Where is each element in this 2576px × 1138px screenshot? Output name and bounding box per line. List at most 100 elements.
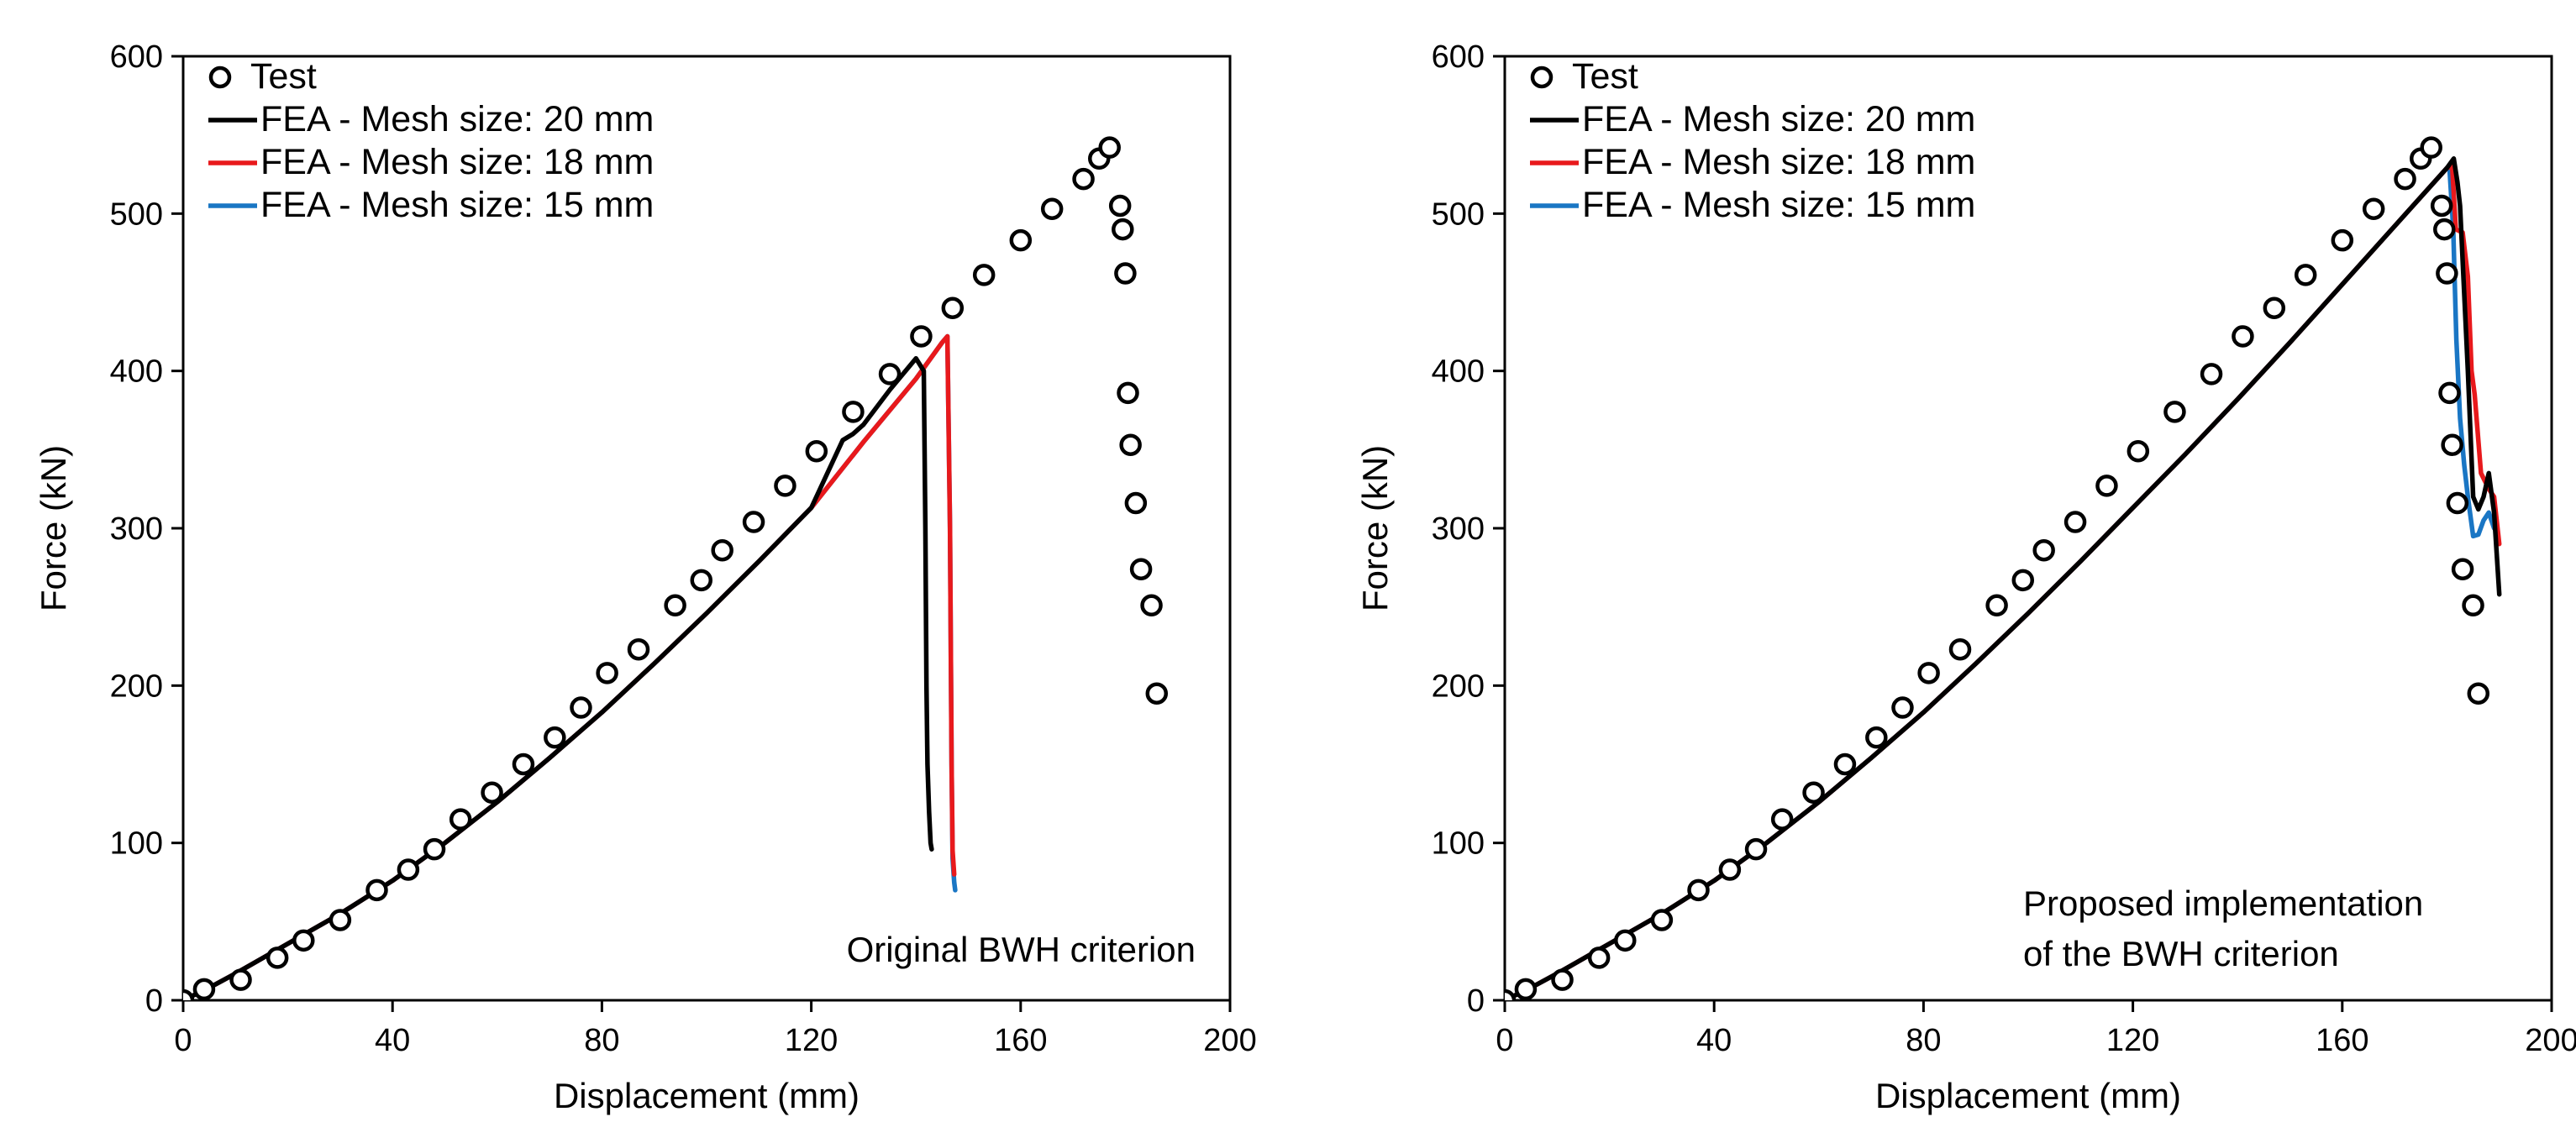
y-tick-label: 200	[1432, 669, 1485, 704]
test-point	[2263, 296, 2286, 319]
test-point	[2446, 491, 2469, 515]
y-tick-label: 400	[110, 354, 163, 390]
series-line-fea-mesh-size-15-mm	[1505, 165, 2497, 1000]
test-point	[481, 781, 503, 804]
test-point	[941, 296, 965, 319]
legend-label: FEA - Mesh size: 18 mm	[1582, 142, 1975, 182]
test-point	[1770, 808, 1794, 831]
y-tick-label: 600	[1432, 39, 1485, 75]
test-point	[2331, 228, 2354, 252]
test-point	[1505, 989, 1517, 1000]
test-point	[2063, 511, 2087, 533]
annotation-text: Original BWH criterion	[847, 930, 1196, 969]
test-point	[1587, 947, 1611, 969]
test-point	[2362, 197, 2385, 220]
test-point	[192, 978, 216, 1000]
x-axis-title: Displacement (mm)	[1875, 1076, 2181, 1115]
test-point	[365, 878, 388, 902]
series-line-fea-mesh-size-18-mm	[1505, 164, 2502, 1000]
test-point	[1687, 878, 1710, 902]
test-point	[711, 538, 733, 562]
test-point	[878, 363, 902, 385]
series-line-fea-mesh-size-18-mm	[183, 333, 957, 1000]
x-tick-label: 80	[1906, 1023, 1941, 1058]
test-point	[1119, 433, 1142, 456]
test-point	[2032, 538, 2055, 562]
test-point	[1802, 781, 1825, 804]
test-point	[265, 947, 289, 969]
x-tick-label: 40	[1696, 1023, 1732, 1058]
test-point	[1129, 558, 1153, 580]
test-point	[2127, 439, 2150, 463]
test-point	[1098, 136, 1121, 159]
test-point	[1650, 909, 1674, 931]
test-point	[2200, 363, 2223, 385]
chart-panel-1: 0 40 80 120 160 200 0 100 200 300 400 500 600 Displac…	[34, 39, 1257, 1115]
legend-marker-test	[1530, 66, 1553, 89]
test-point	[2232, 325, 2254, 348]
test-point	[449, 808, 472, 831]
plot-area	[1505, 136, 2502, 1000]
y-tick-label: 0	[145, 983, 163, 1019]
legend-label: FEA - Mesh size: 20 mm	[1582, 99, 1975, 139]
y-tick-label: 300	[1432, 511, 1485, 547]
test-point	[1117, 381, 1139, 405]
test-point	[2430, 194, 2453, 218]
x-tick-label: 120	[2106, 1023, 2159, 1058]
legend-label: FEA - Mesh size: 15 mm	[260, 185, 654, 225]
test-point	[1718, 858, 1742, 881]
test-point	[1514, 978, 1538, 1000]
test-point	[805, 439, 828, 463]
series-line-fea-mesh-size-20-mm	[1505, 156, 2502, 1000]
annotation-text: Proposed implementation	[2023, 884, 2423, 923]
test-point	[1865, 726, 1888, 749]
x-tick-label: 160	[2316, 1023, 2368, 1058]
test-point	[664, 594, 686, 617]
test-point	[596, 662, 618, 684]
test-point	[1551, 968, 1574, 991]
test-point	[1985, 594, 2008, 617]
test-point	[1614, 929, 1637, 952]
y-tick-label: 200	[110, 669, 163, 704]
plot-area	[183, 136, 1169, 1000]
test-point	[2462, 594, 2484, 617]
series-line-fea-mesh-size-15-mm	[183, 333, 958, 1000]
x-tick-label: 40	[375, 1023, 410, 1058]
test-point	[397, 858, 420, 881]
x-tick-label: 120	[785, 1023, 838, 1058]
test-point	[910, 325, 933, 348]
x-tick-label: 0	[1496, 1023, 1513, 1058]
test-point	[570, 696, 592, 719]
test-point	[1145, 682, 1169, 705]
test-point	[423, 837, 446, 861]
annotation-text: of the BWH criterion	[2023, 934, 2339, 973]
test-point	[2011, 569, 2035, 592]
test-point	[1114, 262, 1137, 285]
test-point	[2436, 262, 2458, 285]
test-point	[2394, 167, 2416, 191]
test-point	[1009, 228, 1033, 252]
test-point	[1833, 753, 1857, 776]
test-point	[1072, 167, 1095, 191]
test-point	[183, 989, 195, 1000]
x-tick-label: 200	[2525, 1023, 2576, 1058]
chart-panel-2: 0 40 80 120 160 200 0 100 200 300 400 500 600 Displac…	[1355, 39, 2576, 1115]
test-point	[512, 753, 535, 776]
x-tick-label: 200	[1203, 1023, 1256, 1058]
series-line-fea-mesh-size-20-mm	[183, 355, 934, 1000]
test-point	[1744, 837, 1768, 861]
test-point	[2294, 264, 2317, 286]
x-tick-label: 160	[994, 1023, 1047, 1058]
test-point	[544, 726, 566, 749]
y-tick-label: 600	[110, 39, 163, 75]
test-point	[972, 264, 996, 286]
y-tick-label: 500	[1432, 197, 1485, 232]
test-point	[2163, 401, 2186, 423]
test-point	[229, 968, 252, 991]
y-tick-label: 300	[110, 511, 163, 547]
y-tick-label: 100	[1432, 826, 1485, 862]
test-point	[1112, 218, 1134, 241]
